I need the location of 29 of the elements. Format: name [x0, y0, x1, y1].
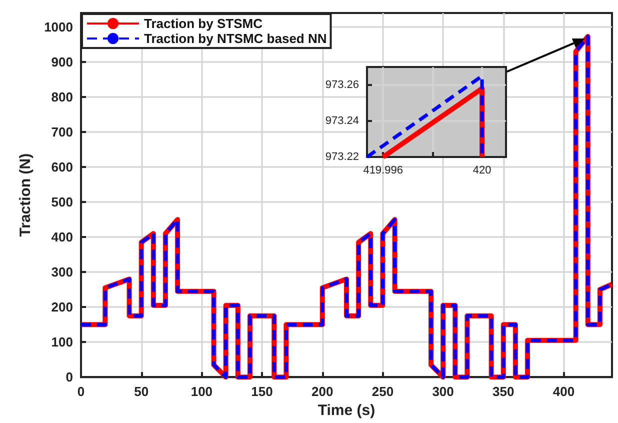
x-tick-label: 300 — [432, 384, 454, 400]
legend-label: Traction by STSMC — [144, 16, 264, 31]
y-tick-label: 300 — [51, 264, 73, 280]
x-axis-title: Time (s) — [318, 402, 376, 419]
x-tick-label: 419.996 — [363, 164, 403, 176]
x-tick-label: 100 — [190, 384, 213, 400]
x-tick-label: 420 — [472, 164, 492, 176]
y-tick-label: 500 — [51, 194, 73, 210]
y-tick-label: 900 — [51, 54, 73, 70]
y-tick-label: 600 — [51, 160, 73, 175]
y-tick-label: 0 — [66, 370, 73, 385]
x-tick-label: 50 — [134, 384, 149, 400]
y-tick-label: 973.22 — [325, 151, 359, 163]
y-tick-label: 973.26 — [325, 79, 359, 91]
x-tick-label: 400 — [552, 384, 575, 400]
x-tick-label: 150 — [251, 384, 273, 400]
y-tick-label: 400 — [51, 230, 73, 245]
y-tick-label: 200 — [51, 300, 73, 315]
y-tick-label: 800 — [51, 90, 73, 105]
y-axis-title: Traction (N) — [17, 153, 34, 237]
legend-label: Traction by NTSMC based NN — [144, 31, 327, 46]
x-tick-label: 200 — [312, 384, 334, 400]
x-tick-label: 0 — [77, 384, 85, 400]
y-tick-label: 100 — [51, 334, 73, 350]
y-tick-label: 700 — [51, 124, 73, 140]
x-tick-label: 350 — [492, 384, 514, 400]
y-tick-label: 973.24 — [325, 115, 359, 127]
x-tick-label: 250 — [372, 384, 394, 400]
y-tick-label: 1000 — [44, 20, 73, 35]
